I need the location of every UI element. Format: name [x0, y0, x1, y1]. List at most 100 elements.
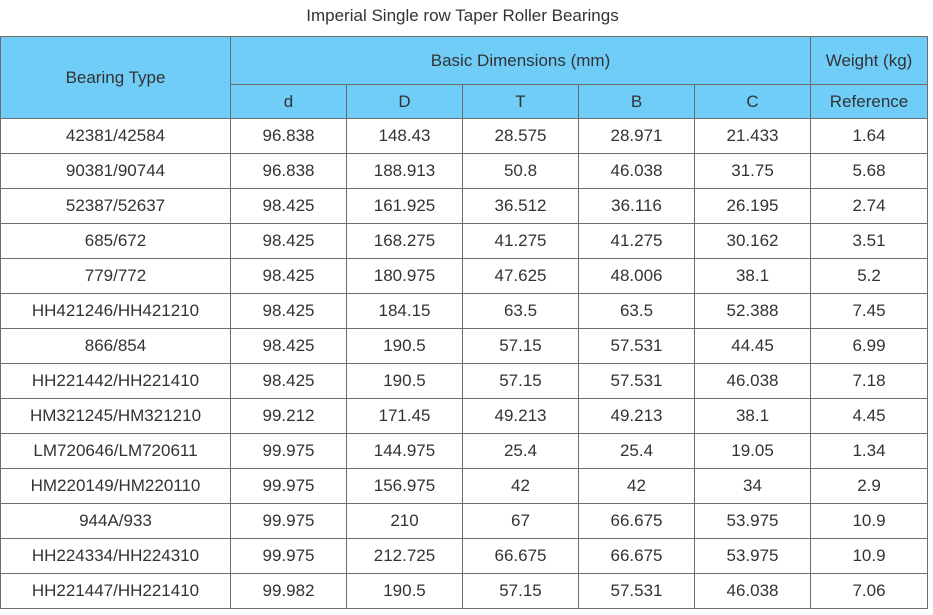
cell-C: 34 — [693, 468, 812, 504]
cell-T: 66.675 — [462, 538, 579, 574]
cell-D: 144.975 — [346, 433, 463, 469]
cell-B: 66.675 — [578, 538, 695, 574]
cell-T: 67 — [462, 503, 579, 539]
cell-T: 49.213 — [462, 398, 579, 434]
cell-C: 53.975 — [693, 503, 812, 539]
table-row: 944A/933 99.975 210 67 66.675 53.975 10.9 — [0, 503, 929, 539]
table-row: 52387/52637 98.425 161.925 36.512 36.116 26.1… — [0, 188, 929, 224]
cell-bearing-type: HM321245/HM321210 — [0, 398, 231, 434]
cell-D: 190.5 — [346, 328, 463, 364]
header-bearing-type: Bearing Type — [0, 36, 231, 119]
cell-D: 171.45 — [346, 398, 463, 434]
cell-weight: 4.45 — [810, 398, 929, 434]
cell-bearing-type: 944A/933 — [0, 503, 231, 539]
cell-D: 190.5 — [346, 573, 463, 609]
cell-B: 46.038 — [578, 153, 695, 189]
cell-d: 99.975 — [230, 538, 347, 574]
cell-d: 98.425 — [230, 293, 347, 329]
cell-D: 188.913 — [346, 153, 463, 189]
cell-D: 148.43 — [346, 118, 463, 154]
cell-d: 98.425 — [230, 328, 347, 364]
cell-D: 190.5 — [346, 363, 463, 399]
cell-d: 96.838 — [230, 153, 347, 189]
table-row: HH421246/HH421210 98.425 184.15 63.5 63.5 52.… — [0, 293, 929, 329]
cell-B: 41.275 — [578, 223, 695, 259]
cell-D: 180.975 — [346, 258, 463, 294]
cell-B: 42 — [578, 468, 695, 504]
cell-T: 57.15 — [462, 328, 579, 364]
cell-C: 26.195 — [693, 188, 812, 224]
header-col-D: D — [346, 84, 463, 119]
cell-d: 99.975 — [230, 468, 347, 504]
cell-B: 28.971 — [578, 118, 695, 154]
cell-C: 46.038 — [693, 573, 812, 609]
cell-T: 28.575 — [462, 118, 579, 154]
cell-C: 46.038 — [693, 363, 812, 399]
cell-d: 98.425 — [230, 363, 347, 399]
cell-T: 41.275 — [462, 223, 579, 259]
header-col-B: B — [578, 84, 695, 119]
table-row: LM720646/LM720611 99.975 144.975 25.4 25.4 19… — [0, 433, 929, 469]
cell-d: 99.212 — [230, 398, 347, 434]
table-row: 685/672 98.425 168.275 41.275 41.275 30.162 3.… — [0, 223, 929, 259]
table-row: 90381/90744 96.838 188.913 50.8 46.038 31.75 5… — [0, 153, 929, 189]
cell-D: 212.725 — [346, 538, 463, 574]
cell-T: 36.512 — [462, 188, 579, 224]
cell-d: 96.838 — [230, 118, 347, 154]
cell-weight: 7.18 — [810, 363, 929, 399]
cell-D: 184.15 — [346, 293, 463, 329]
cell-T: 42 — [462, 468, 579, 504]
cell-C: 38.1 — [693, 258, 812, 294]
cell-weight: 7.06 — [810, 573, 929, 609]
cell-C: 31.75 — [693, 153, 812, 189]
cell-bearing-type: HH221442/HH221410 — [0, 363, 231, 399]
cell-d: 99.982 — [230, 573, 347, 609]
cell-bearing-type: HH224334/HH224310 — [0, 538, 231, 574]
cell-C: 21.433 — [693, 118, 812, 154]
cell-T: 57.15 — [462, 573, 579, 609]
cell-B: 63.5 — [578, 293, 695, 329]
cell-weight: 7.45 — [810, 293, 929, 329]
cell-d: 98.425 — [230, 258, 347, 294]
header-col-T: T — [462, 84, 579, 119]
cell-C: 19.05 — [693, 433, 812, 469]
header-weight: Weight (kg) — [810, 36, 929, 85]
table-row: 779/772 98.425 180.975 47.625 48.006 38.1 5.2 — [0, 258, 929, 294]
cell-T: 57.15 — [462, 363, 579, 399]
table-title: Imperial Single row Taper Roller Bearing… — [306, 6, 619, 25]
cell-bearing-type: 52387/52637 — [0, 188, 231, 224]
cell-d: 98.425 — [230, 223, 347, 259]
cell-C: 38.1 — [693, 398, 812, 434]
cell-B: 48.006 — [578, 258, 695, 294]
cell-B: 57.531 — [578, 363, 695, 399]
cell-B: 57.531 — [578, 573, 695, 609]
cell-T: 25.4 — [462, 433, 579, 469]
cell-d: 99.975 — [230, 433, 347, 469]
cell-bearing-type: HM220149/HM220110 — [0, 468, 231, 504]
cell-bearing-type: 866/854 — [0, 328, 231, 364]
cell-weight: 1.34 — [810, 433, 929, 469]
cell-weight: 10.9 — [810, 503, 929, 539]
cell-C: 52.388 — [693, 293, 812, 329]
cell-bearing-type: LM720646/LM720611 — [0, 433, 231, 469]
cell-B: 36.116 — [578, 188, 695, 224]
cell-weight: 1.64 — [810, 118, 929, 154]
table-row: 866/854 98.425 190.5 57.15 57.531 44.45 6.99 — [0, 328, 929, 364]
table-row: HM321245/HM321210 99.212 171.45 49.213 49.21… — [0, 398, 929, 434]
table-row: HH221447/HH221410 99.982 190.5 57.15 57.531 4… — [0, 573, 929, 609]
bearing-table: Bearing Type Basic Dimensions (mm) Weigh… — [0, 36, 929, 609]
cell-B: 66.675 — [578, 503, 695, 539]
table-row: HH221442/HH221410 98.425 190.5 57.15 57.531 4… — [0, 363, 929, 399]
cell-bearing-type: 42381/42584 — [0, 118, 231, 154]
cell-B: 25.4 — [578, 433, 695, 469]
cell-B: 49.213 — [578, 398, 695, 434]
cell-d: 99.975 — [230, 503, 347, 539]
table-row: HM220149/HM220110 99.975 156.975 42 42 34 2.9 — [0, 468, 929, 504]
cell-C: 44.45 — [693, 328, 812, 364]
header-col-C: C — [693, 84, 812, 119]
cell-T: 47.625 — [462, 258, 579, 294]
header-reference: Reference — [810, 84, 929, 119]
cell-D: 210 — [346, 503, 463, 539]
cell-weight: 5.2 — [810, 258, 929, 294]
cell-D: 156.975 — [346, 468, 463, 504]
